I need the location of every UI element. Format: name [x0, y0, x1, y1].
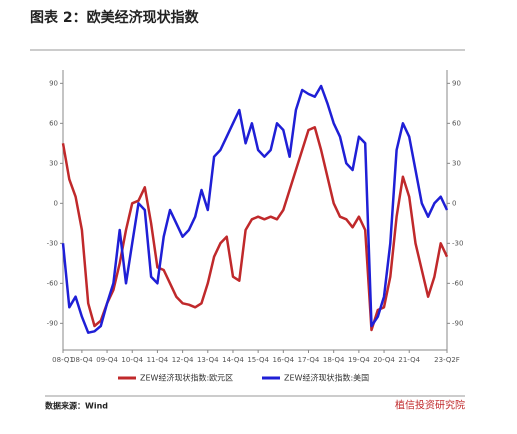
y-tick-label: -60 — [47, 279, 58, 287]
x-tick-label: 15-Q4 — [247, 356, 269, 364]
x-tick-label: 10-Q4 — [121, 356, 143, 364]
y-tick-label: -30 — [47, 239, 58, 247]
y2-tick-label: 60 — [452, 119, 461, 127]
legend-label: ZEW经济现状指数:美国 — [284, 373, 369, 383]
y2-tick-label: 90 — [452, 79, 461, 87]
y2-tick-label: -90 — [452, 319, 463, 327]
x-tick-label: 17-Q4 — [298, 356, 320, 364]
line-series — [61, 126, 449, 332]
x-tick-label: 08-Q4 — [71, 356, 93, 364]
publisher: 植信投资研究院 — [395, 399, 465, 412]
x-tick-label: 08-Q1 — [52, 356, 74, 364]
y2-tick-label: 0 — [452, 199, 456, 207]
y-tick-label: 60 — [49, 119, 58, 127]
line-series — [61, 84, 449, 334]
y-tick-label: 0 — [54, 199, 58, 207]
x-tick-label: 19-Q4 — [348, 356, 370, 364]
y2-tick-label: -60 — [452, 279, 463, 287]
y-tick-label: 30 — [49, 159, 58, 167]
x-tick-label: 16-Q4 — [272, 356, 294, 364]
legend-label: ZEW经济现状指数:欧元区 — [140, 373, 233, 383]
x-tick-label: 18-Q4 — [323, 356, 345, 364]
x-tick-label: 20-Q4 — [373, 356, 395, 364]
chart-title: 图表 2：欧美经济现状指数 — [30, 9, 200, 26]
x-tick-label: 13-Q4 — [197, 356, 219, 364]
source: 数据来源：Wind — [45, 401, 108, 411]
x-tick-label: 11-Q4 — [147, 356, 169, 364]
y-tick-label: 90 — [49, 79, 58, 87]
x-tick-label: 12-Q4 — [172, 356, 194, 364]
y2-tick-label: 30 — [452, 159, 461, 167]
x-tick-label: 23-Q2F — [434, 356, 460, 364]
y2-tick-label: -30 — [452, 239, 463, 247]
y-tick-label: -90 — [47, 319, 58, 327]
x-tick-label: 14-Q4 — [222, 356, 244, 364]
x-tick-label: 21-Q4 — [398, 356, 420, 364]
x-tick-label: 09-Q4 — [96, 356, 118, 364]
